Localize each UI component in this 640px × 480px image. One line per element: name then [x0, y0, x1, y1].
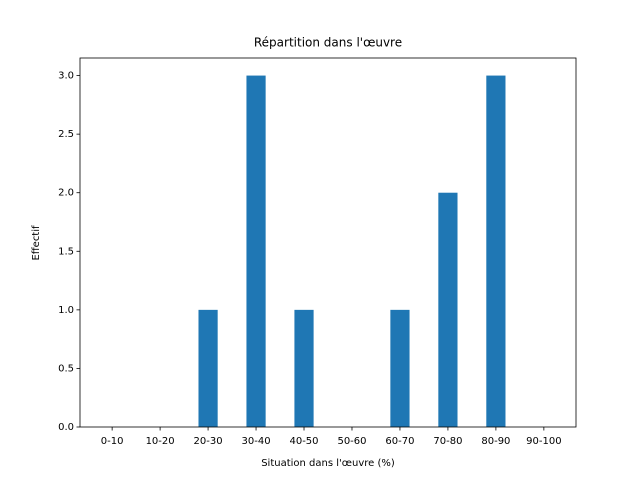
y-tick-label: 0.5: [58, 363, 74, 374]
x-tick-label: 20-30: [194, 436, 223, 447]
y-tick-label: 1.5: [58, 246, 74, 257]
plot-frame: [79, 57, 577, 428]
y-tick-label: 1.0: [58, 305, 74, 316]
x-tick-label: 90-100: [526, 436, 561, 447]
x-tick-label: 70-80: [433, 436, 462, 447]
bar: [198, 309, 218, 427]
y-tick-label: 2.0: [58, 188, 74, 199]
x-tick-label: 0-10: [101, 436, 124, 447]
x-tick-label: 10-20: [146, 436, 175, 447]
x-tick-label: 80-90: [481, 436, 510, 447]
bar: [486, 75, 506, 428]
y-tick-label: 3.0: [58, 71, 74, 82]
x-tick-label: 50-60: [337, 436, 366, 447]
bar: [294, 309, 314, 427]
y-tick-label: 2.5: [58, 129, 74, 140]
y-tick-label: 0.0: [58, 422, 74, 433]
bar: [390, 309, 410, 427]
x-axis-label: Situation dans l'œuvre (%): [261, 458, 395, 469]
y-axis-label: Effectif: [31, 225, 42, 261]
x-tick-label: 60-70: [385, 436, 414, 447]
bar: [246, 75, 266, 428]
x-tick-label: 30-40: [242, 436, 271, 447]
x-tick-label: 40-50: [289, 436, 318, 447]
bar: [438, 192, 458, 427]
chart-title: Répartition dans l'œuvre: [254, 36, 402, 50]
